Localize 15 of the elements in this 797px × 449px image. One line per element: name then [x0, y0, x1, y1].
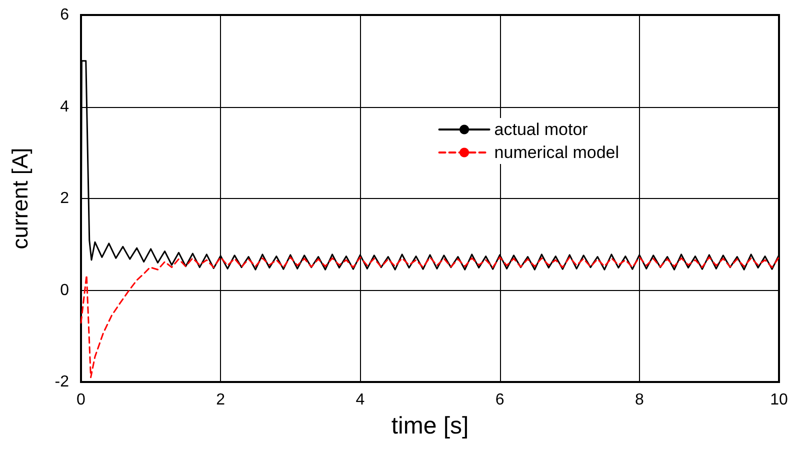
- x-tick-label: 10: [770, 392, 788, 408]
- y-axis-title: current [A]: [8, 148, 32, 250]
- x-axis-title: time [s]: [391, 412, 469, 440]
- x-tick-label: 2: [216, 392, 226, 408]
- y-tick-label: -2: [54, 374, 70, 390]
- y-tick-label: 6: [60, 6, 70, 24]
- legend-label: numerical model: [494, 143, 620, 162]
- x-tick-label: 8: [634, 392, 644, 408]
- y-tick-label: 0: [60, 282, 70, 299]
- legend-label: actual motor: [494, 120, 588, 139]
- y-tick-label: 2: [60, 190, 70, 207]
- x-tick-label: 6: [495, 392, 504, 408]
- x-tick-label: 0: [76, 392, 86, 408]
- y-tick-label: 4: [60, 98, 70, 116]
- x-tick-label: 4: [356, 392, 365, 408]
